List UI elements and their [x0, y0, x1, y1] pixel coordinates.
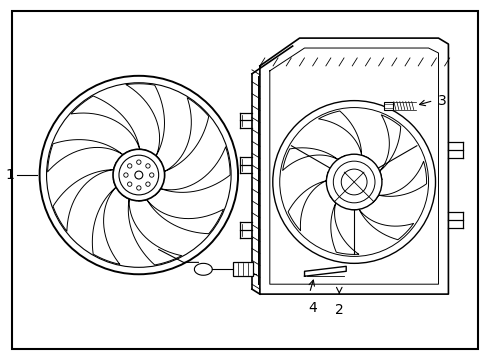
Circle shape — [113, 149, 165, 201]
Bar — [384, 102, 393, 109]
Circle shape — [341, 169, 367, 195]
Text: 3: 3 — [438, 94, 446, 108]
Bar — [384, 104, 393, 108]
Circle shape — [273, 100, 436, 264]
Text: 2: 2 — [335, 303, 343, 317]
Bar — [233, 262, 253, 276]
Circle shape — [326, 154, 382, 210]
Text: 4: 4 — [308, 301, 317, 315]
Circle shape — [135, 171, 143, 179]
Text: 1: 1 — [6, 168, 15, 182]
